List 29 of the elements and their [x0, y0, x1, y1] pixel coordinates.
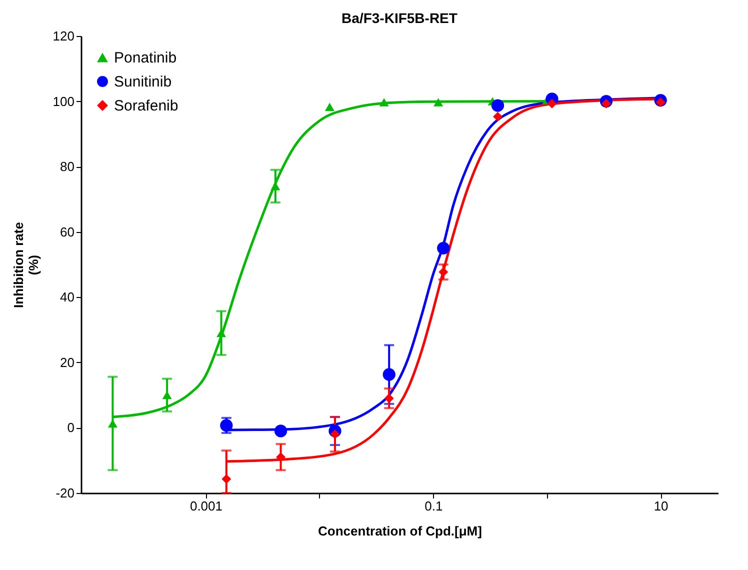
point — [384, 394, 394, 404]
point — [330, 430, 340, 439]
y-tick-label: 80 — [60, 159, 74, 174]
y-tick-label: 100 — [52, 94, 74, 109]
point — [274, 424, 288, 438]
legend-label: Sorafenib — [114, 98, 178, 114]
y-tick-label: -20 — [56, 486, 74, 500]
y-tick-label: 60 — [60, 224, 74, 240]
x-tick-label: 0.001 — [190, 498, 222, 514]
point — [491, 99, 504, 112]
y-tick-label: 40 — [60, 290, 74, 305]
x-tick-label: 10 — [654, 498, 668, 514]
legend-label: Ponatinib — [114, 50, 177, 66]
legend-label: Sunitinib — [114, 74, 172, 90]
chart-title: Ba/F3-KIF5B-RET — [342, 10, 458, 26]
point — [493, 112, 502, 122]
x-tick-label: 0.1 — [424, 498, 443, 514]
point — [276, 452, 286, 462]
point — [438, 267, 448, 277]
point — [437, 242, 450, 254]
point — [382, 368, 396, 381]
y-tick-label: 120 — [52, 28, 74, 44]
point — [222, 474, 232, 484]
y-axis-title: Inhibition rate (%) — [10, 222, 41, 308]
y-tick-label: 20 — [60, 354, 74, 370]
x-axis-title: Concentration of Cpd.[μM] — [318, 524, 482, 538]
point — [547, 98, 557, 108]
y-tick-label: 0 — [67, 420, 74, 436]
point — [656, 98, 666, 108]
